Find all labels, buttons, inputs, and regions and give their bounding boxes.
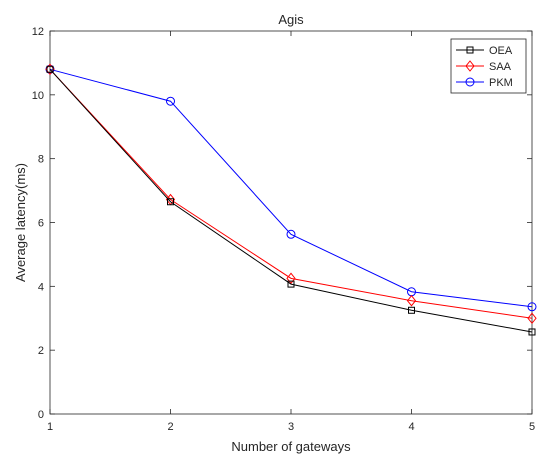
y-tick-label: 2 bbox=[38, 345, 44, 357]
legend: OEA SAA PKM bbox=[450, 38, 527, 94]
data-point-oea bbox=[528, 328, 536, 336]
y-tick-label: 8 bbox=[38, 154, 44, 166]
data-point-saa bbox=[406, 294, 417, 307]
legend-label-oea: OEA bbox=[489, 45, 513, 57]
x-tick-label: 4 bbox=[408, 421, 414, 433]
y-tick-label: 10 bbox=[32, 90, 44, 102]
series-line-pkm bbox=[49, 68, 533, 308]
x-axis-label: Number of gateways bbox=[231, 439, 351, 454]
x-tick-label: 5 bbox=[529, 421, 535, 433]
legend-label-pkm: PKM bbox=[489, 77, 513, 89]
y-tick-label: 6 bbox=[38, 218, 44, 230]
data-point-oea bbox=[167, 198, 174, 206]
data-point-pkm bbox=[166, 96, 175, 106]
x-tick-label: 1 bbox=[47, 421, 53, 433]
data-point-saa bbox=[286, 272, 296, 285]
chart-title: Agis bbox=[278, 12, 304, 27]
series-line-saa bbox=[49, 68, 533, 319]
x-tick-label: 2 bbox=[167, 421, 173, 433]
y-tick-label: 0 bbox=[38, 409, 44, 421]
data-point-oea bbox=[408, 306, 415, 314]
data-point-pkm bbox=[527, 302, 537, 312]
data-point-saa bbox=[527, 312, 537, 325]
y-axis-label: Average latency(ms) bbox=[13, 163, 28, 282]
data-point-pkm bbox=[286, 229, 296, 239]
legend-label-saa: SAA bbox=[489, 61, 512, 73]
legend-marker-oea bbox=[466, 46, 474, 54]
y-tick-label: 12 bbox=[32, 26, 44, 38]
legend-marker-saa bbox=[465, 60, 475, 72]
data-point-oea bbox=[287, 280, 295, 288]
series-group bbox=[45, 63, 537, 336]
y-tick-label: 4 bbox=[38, 281, 44, 293]
legend-marker-pkm bbox=[465, 77, 475, 87]
plot-area bbox=[49, 30, 533, 415]
x-tick-label: 3 bbox=[288, 421, 294, 433]
series-line-oea bbox=[49, 68, 533, 333]
data-point-oea bbox=[46, 65, 54, 73]
